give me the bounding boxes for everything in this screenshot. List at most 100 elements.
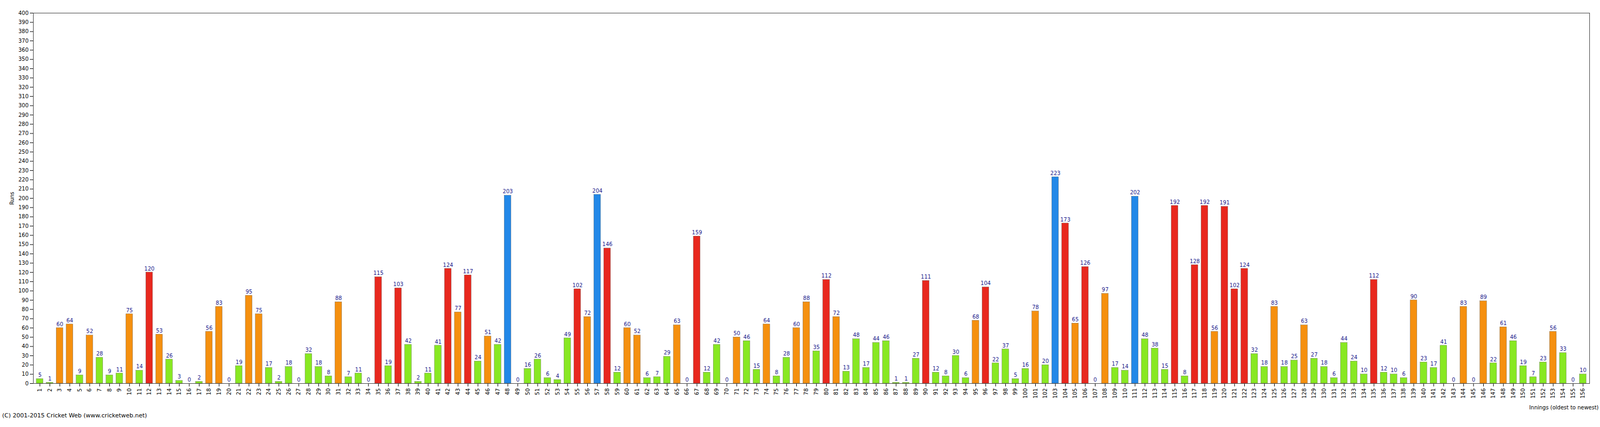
svg-text:105: 105 (1072, 388, 1078, 399)
svg-text:390: 390 (18, 19, 29, 26)
svg-text:8: 8 (774, 369, 779, 375)
svg-text:38: 38 (405, 388, 412, 396)
svg-text:58: 58 (604, 388, 611, 396)
svg-text:6: 6 (1402, 370, 1406, 377)
svg-text:79: 79 (813, 388, 820, 396)
svg-text:128: 128 (1189, 258, 1200, 264)
svg-text:76: 76 (783, 388, 790, 396)
svg-text:37: 37 (1002, 342, 1010, 349)
svg-text:18: 18 (1281, 359, 1288, 366)
svg-text:18: 18 (205, 388, 212, 396)
svg-text:22: 22 (1490, 356, 1498, 363)
svg-text:0: 0 (297, 376, 301, 383)
svg-text:19: 19 (385, 358, 392, 365)
svg-text:46: 46 (1509, 333, 1517, 340)
svg-text:97: 97 (992, 388, 999, 396)
svg-text:80: 80 (21, 306, 29, 312)
svg-text:120: 120 (144, 265, 155, 272)
svg-text:33: 33 (1559, 345, 1567, 352)
svg-text:60: 60 (56, 321, 64, 327)
svg-text:23: 23 (1420, 355, 1428, 362)
svg-text:29: 29 (663, 349, 671, 356)
svg-text:12: 12 (1380, 365, 1388, 372)
svg-text:86: 86 (883, 388, 890, 396)
svg-text:50: 50 (21, 333, 29, 340)
svg-text:120: 120 (18, 269, 29, 276)
svg-text:103: 103 (1052, 388, 1059, 399)
svg-text:70: 70 (21, 315, 29, 322)
svg-text:93: 93 (952, 388, 959, 396)
svg-text:16: 16 (1021, 361, 1029, 368)
svg-text:16: 16 (524, 361, 532, 368)
svg-text:29: 29 (315, 388, 322, 396)
svg-text:203: 203 (502, 188, 514, 195)
svg-text:2: 2 (197, 374, 201, 381)
svg-text:10: 10 (1360, 366, 1368, 373)
svg-text:34: 34 (365, 388, 372, 396)
svg-text:6: 6 (1332, 370, 1336, 377)
svg-text:73: 73 (753, 388, 760, 396)
svg-text:64: 64 (66, 317, 74, 324)
svg-text:83: 83 (1270, 299, 1278, 306)
svg-text:49: 49 (514, 388, 521, 396)
svg-text:18: 18 (285, 359, 293, 366)
svg-text:0: 0 (187, 376, 191, 383)
svg-text:63: 63 (673, 317, 681, 324)
svg-text:17: 17 (196, 388, 203, 396)
svg-text:19: 19 (235, 358, 243, 365)
svg-text:75: 75 (255, 307, 263, 314)
svg-text:44: 44 (872, 335, 880, 342)
svg-text:71: 71 (733, 388, 740, 396)
svg-text:4: 4 (66, 388, 73, 392)
svg-text:54: 54 (564, 388, 571, 396)
svg-text:100: 100 (18, 287, 29, 294)
svg-text:69: 69 (713, 388, 720, 396)
svg-text:24: 24 (474, 354, 482, 360)
svg-text:17: 17 (1111, 360, 1119, 367)
svg-text:6: 6 (546, 370, 550, 377)
svg-text:136: 136 (1380, 388, 1387, 399)
svg-text:49: 49 (564, 331, 572, 338)
svg-text:18: 18 (1260, 359, 1268, 366)
svg-text:100: 100 (1022, 388, 1029, 399)
svg-text:31: 31 (335, 388, 342, 396)
svg-text:280: 280 (18, 121, 29, 127)
svg-text:38: 38 (1151, 341, 1159, 348)
svg-text:155: 155 (1570, 388, 1576, 399)
svg-text:6: 6 (964, 370, 968, 377)
svg-text:80: 80 (823, 388, 830, 396)
svg-text:126: 126 (1281, 388, 1287, 399)
svg-text:154: 154 (1560, 388, 1566, 399)
svg-text:12: 12 (932, 365, 940, 372)
svg-text:10: 10 (21, 370, 29, 377)
svg-text:132: 132 (1340, 388, 1347, 399)
svg-text:139: 139 (1410, 388, 1417, 399)
svg-text:202: 202 (1130, 189, 1141, 196)
svg-text:170: 170 (18, 222, 29, 229)
svg-text:103: 103 (393, 281, 404, 287)
svg-text:133: 133 (1350, 388, 1357, 399)
svg-text:32: 32 (345, 388, 352, 396)
svg-text:210: 210 (18, 185, 29, 192)
svg-text:89: 89 (913, 388, 919, 396)
svg-text:75: 75 (773, 388, 780, 396)
svg-text:94: 94 (962, 388, 969, 396)
svg-text:26: 26 (534, 352, 542, 359)
svg-text:149: 149 (1510, 388, 1517, 399)
svg-text:60: 60 (21, 324, 29, 331)
svg-text:26: 26 (165, 352, 173, 359)
svg-text:5: 5 (38, 371, 42, 378)
svg-text:104: 104 (980, 280, 991, 286)
svg-text:260: 260 (18, 139, 29, 146)
svg-text:43: 43 (454, 388, 461, 396)
svg-text:150: 150 (18, 241, 29, 247)
svg-text:140: 140 (18, 250, 29, 257)
svg-text:57: 57 (594, 388, 600, 396)
svg-text:90: 90 (1410, 293, 1418, 300)
svg-text:115: 115 (373, 269, 384, 276)
svg-text:0: 0 (25, 380, 29, 387)
svg-text:60: 60 (624, 388, 630, 396)
svg-text:27: 27 (295, 388, 302, 396)
svg-text:72: 72 (584, 309, 591, 316)
svg-text:7: 7 (1531, 370, 1535, 376)
